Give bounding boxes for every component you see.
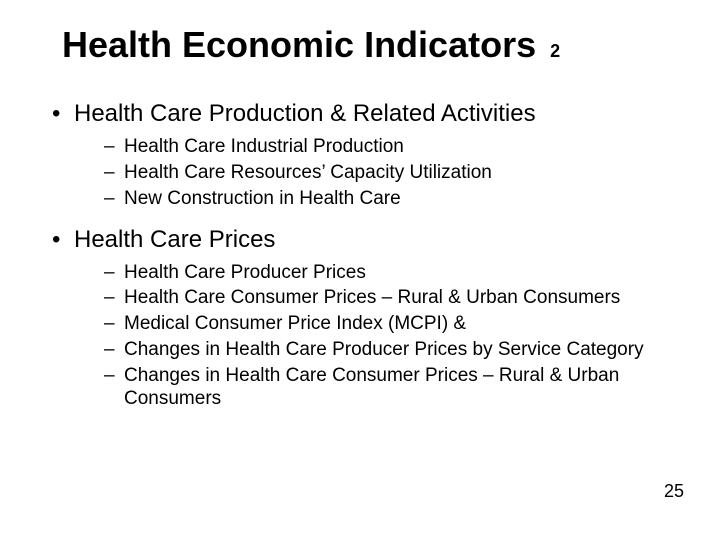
list-item: New Construction in Health Care — [104, 187, 680, 211]
section-heading: Health Care Production & Related Activit… — [74, 100, 536, 127]
list-item-text: Changes in Health Care Producer Prices b… — [124, 339, 644, 360]
bullet-list: Health Care Production & Related Activit… — [40, 99, 680, 411]
title-suffix: 2 — [550, 41, 560, 61]
section-heading: Health Care Prices — [74, 226, 275, 253]
list-item-text: New Construction in Health Care — [124, 188, 401, 209]
list-item: Changes in Health Care Producer Prices b… — [104, 338, 680, 362]
list-item: Changes in Health Care Consumer Prices –… — [104, 364, 680, 412]
list-item-text: Medical Consumer Price Index (MCPI) & — [124, 313, 466, 334]
list-item: Health Care Resources’ Capacity Utilizat… — [104, 161, 680, 185]
list-item-text: Health Care Industrial Production — [124, 136, 404, 157]
slide-title: Health Economic Indicators 2 — [62, 24, 680, 65]
list-item-text: Health Care Producer Prices — [124, 262, 366, 283]
section-item: Health Care Production & Related Activit… — [50, 99, 680, 210]
list-item: Health Care Consumer Prices – Rural & Ur… — [104, 286, 680, 310]
list-item: Health Care Industrial Production — [104, 135, 680, 159]
slide: Health Economic Indicators 2 Health Care… — [0, 0, 720, 540]
list-item: Medical Consumer Price Index (MCPI) & — [104, 312, 680, 336]
section-item: Health Care Prices Health Care Producer … — [50, 225, 680, 412]
list-item: Health Care Producer Prices — [104, 261, 680, 285]
title-text: Health Economic Indicators — [62, 24, 536, 65]
page-number: 25 — [664, 481, 684, 502]
sub-list: Health Care Producer Prices Health Care … — [74, 261, 680, 412]
list-item-text: Health Care Resources’ Capacity Utilizat… — [124, 162, 492, 183]
list-item-text: Changes in Health Care Consumer Prices –… — [124, 365, 619, 410]
list-item-text: Health Care Consumer Prices – Rural & Ur… — [124, 287, 620, 308]
sub-list: Health Care Industrial Production Health… — [74, 135, 680, 210]
